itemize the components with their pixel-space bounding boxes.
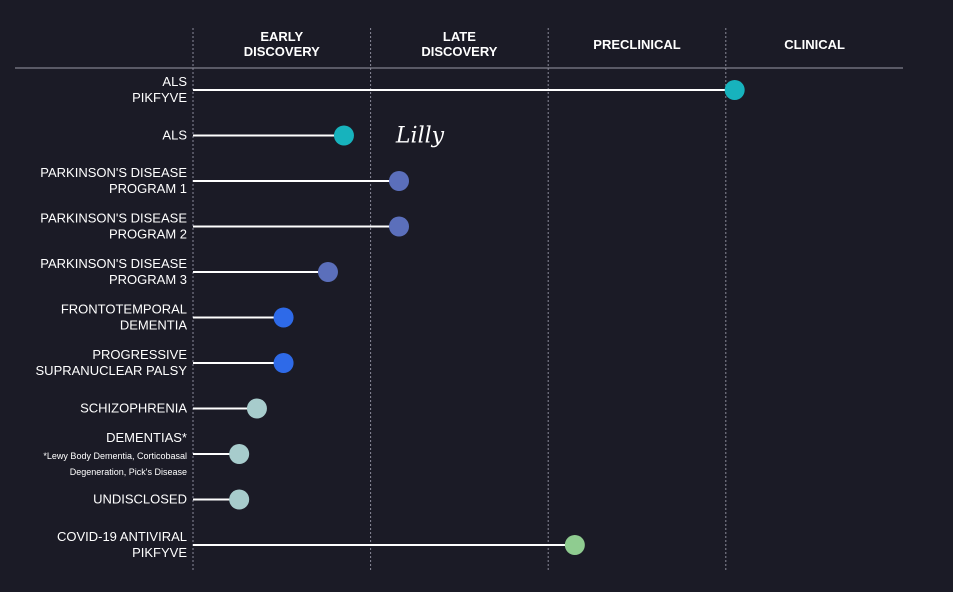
progress-dot: [333, 125, 354, 146]
program-label-line: PROGRAM 1: [109, 181, 187, 196]
program-label: ALS PIKFYVE: [132, 74, 187, 105]
program-label-line: DEMENTIA: [120, 318, 188, 333]
stage-gridlines: [192, 28, 727, 570]
program-footnote: Degeneration, Pick's Disease: [70, 467, 187, 477]
program-label-line: FRONTOTEMPORAL: [61, 302, 187, 317]
program-row: COVID-19 ANTIVIRAL PIKFYVE: [57, 529, 585, 560]
program-label-line: SUPRANUCLEAR PALSY: [36, 363, 188, 378]
progress-dot: [389, 171, 410, 191]
progress-dot: [229, 489, 250, 510]
partner-logo: Lilly: [395, 124, 445, 149]
stage-header-line: CLINICAL: [784, 37, 845, 52]
program-row: PARKINSON'S DISEASE PROGRAM 3: [40, 256, 338, 287]
program-label: FRONTOTEMPORAL DEMENTIA: [61, 302, 188, 333]
program-label-line: PROGRESSIVE: [92, 347, 187, 362]
program-label: PARKINSON'S DISEASE PROGRAM 2: [40, 211, 187, 242]
program-row: PARKINSON'S DISEASE PROGRAM 1: [40, 165, 410, 196]
program-label-line: SCHIZOPHRENIA: [80, 401, 187, 416]
stage-header-line: LATE: [443, 29, 476, 44]
program-label-line: PROGRAM 2: [109, 227, 187, 242]
stage-header-line: DISCOVERY: [421, 44, 497, 59]
program-label-line: PARKINSON'S DISEASE: [40, 256, 187, 271]
progress-dot: [724, 80, 745, 100]
program-label-line: PIKFYVE: [132, 90, 187, 105]
program-label-line: COVID-19 ANTIVIRAL: [57, 529, 187, 544]
program-row: DEMENTIAS* *Lewy Body Dementia, Corticoba…: [43, 430, 250, 477]
program-label: ALS: [162, 128, 187, 143]
progress-dot: [317, 262, 338, 282]
program-label-line: UNDISCLOSED: [93, 492, 187, 507]
progress-dot: [273, 307, 294, 328]
progress-dot: [273, 353, 294, 373]
progress-dot: [389, 216, 410, 237]
program-label-line: DEMENTIAS*: [106, 430, 187, 445]
program-label: PARKINSON'S DISEASE PROGRAM 1: [40, 165, 187, 196]
stage-header: LATE DISCOVERY: [421, 29, 497, 59]
program-label-line: PIKFYVE: [132, 545, 187, 560]
stage-header-line: DISCOVERY: [244, 44, 320, 59]
program-row: PARKINSON'S DISEASE PROGRAM 2: [40, 211, 410, 242]
program-label: UNDISCLOSED: [93, 492, 187, 507]
program-row: SCHIZOPHRENIA: [80, 398, 267, 419]
program-label: PARKINSON'S DISEASE PROGRAM 3: [40, 256, 187, 287]
stage-header: CLINICAL: [784, 37, 845, 52]
program-label-line: ALS: [162, 74, 187, 89]
program-label-line: ALS: [162, 128, 187, 143]
program-row: UNDISCLOSED: [93, 489, 250, 510]
program-label: COVID-19 ANTIVIRAL PIKFYVE: [57, 529, 187, 560]
program-label-line: PROGRAM 3: [109, 272, 187, 287]
program-footnote: *Lewy Body Dementia, Corticobasal: [43, 451, 187, 461]
program-row: ALS Lilly: [162, 124, 444, 149]
program-label: DEMENTIAS*: [106, 430, 187, 445]
stage-header-line: PRECLINICAL: [593, 37, 680, 52]
program-row: PROGRESSIVE SUPRANUCLEAR PALSY: [36, 347, 294, 378]
progress-dot: [564, 535, 585, 555]
program-label: PROGRESSIVE SUPRANUCLEAR PALSY: [36, 347, 188, 378]
program-label-line: PARKINSON'S DISEASE: [40, 211, 187, 226]
progress-dot: [246, 398, 267, 419]
stage-header: PRECLINICAL: [593, 37, 680, 52]
program-row: FRONTOTEMPORAL DEMENTIA: [61, 302, 294, 333]
stage-header: EARLY DISCOVERY: [244, 29, 320, 59]
program-label-line: PARKINSON'S DISEASE: [40, 165, 187, 180]
stage-header-line: EARLY: [260, 29, 303, 44]
program-row: ALS PIKFYVE: [132, 74, 745, 105]
progress-dot: [229, 444, 250, 464]
program-label: SCHIZOPHRENIA: [80, 401, 187, 416]
